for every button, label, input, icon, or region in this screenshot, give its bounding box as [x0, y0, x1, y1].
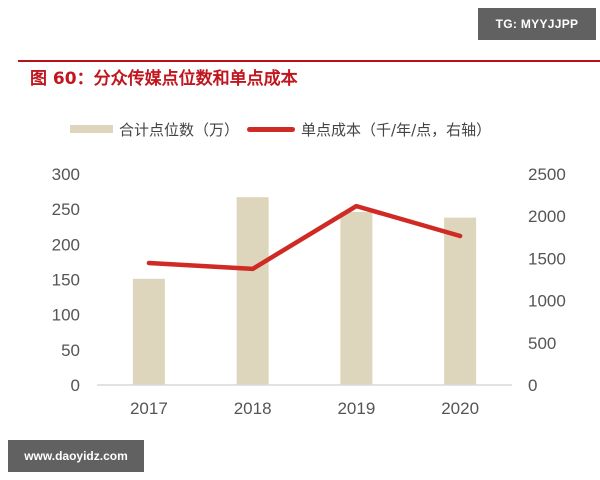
- chart-legend: 合计点位数（万） 单点成本（千/年/点，右轴）: [70, 118, 491, 140]
- x-axis-label: 2020: [441, 399, 479, 418]
- right-axis-tick: 1500: [528, 249, 566, 268]
- x-axis-label: 2018: [234, 399, 272, 418]
- legend-line-swatch: [247, 126, 296, 132]
- left-axis-tick: 250: [52, 200, 80, 219]
- x-axis-label: 2017: [130, 399, 168, 418]
- telegram-watermark-badge: TG: MYYJJPP: [478, 8, 596, 40]
- left-axis-tick: 50: [61, 341, 80, 360]
- left-axis-tick: 200: [52, 235, 80, 254]
- left-axis-tick: 100: [52, 306, 80, 325]
- legend-line-label: 单点成本（千/年/点，右轴）: [301, 120, 492, 139]
- right-axis-tick: 0: [528, 376, 537, 395]
- left-axis-tick: 0: [71, 376, 80, 395]
- bar-2019: [340, 211, 373, 385]
- website-watermark: www.daoyidz.com: [8, 440, 144, 472]
- x-axis-labels: 2017 2018 2019 2020: [130, 399, 479, 418]
- right-axis-tick: 2000: [528, 207, 566, 226]
- left-axis-tick: 150: [52, 271, 80, 290]
- legend-bar-label: 合计点位数（万）: [119, 120, 240, 139]
- bar-2020: [444, 217, 477, 385]
- x-axis-label: 2019: [337, 399, 375, 418]
- title-divider: [18, 60, 600, 62]
- left-axis-ticks: 0 50 100 150 200 250 300: [52, 165, 80, 395]
- right-axis-tick: 1000: [528, 292, 566, 311]
- left-axis-tick: 300: [52, 165, 80, 184]
- right-axis-tick: 2500: [528, 165, 566, 184]
- right-axis-tick: 500: [528, 334, 556, 353]
- bar-2017: [132, 278, 165, 385]
- bar-series: [132, 197, 477, 385]
- right-axis-ticks: 0 500 1000 1500 2000 2500: [528, 165, 566, 395]
- line-series: [146, 203, 463, 272]
- bar-2018: [236, 197, 269, 385]
- legend-bar-swatch: [70, 125, 113, 133]
- figure-title: 图 60：分众传媒点位数和单点成本: [30, 69, 298, 89]
